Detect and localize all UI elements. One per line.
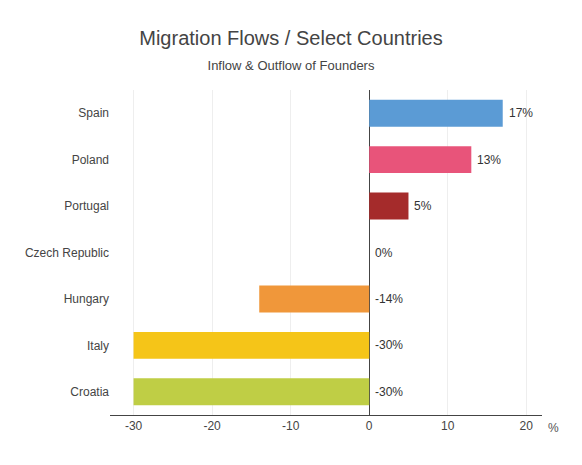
svg-text:Spain: Spain (78, 106, 109, 120)
svg-text:5%: 5% (414, 199, 432, 213)
svg-text:-30%: -30% (375, 338, 403, 352)
svg-text:-30: -30 (125, 419, 143, 433)
svg-text:Migration Flows / Select Count: Migration Flows / Select Countries (139, 27, 442, 49)
svg-text:Hungary: Hungary (64, 292, 109, 306)
svg-text:-10: -10 (282, 419, 300, 433)
svg-text:0: 0 (366, 419, 373, 433)
svg-text:17%: 17% (509, 106, 533, 120)
svg-text:0%: 0% (375, 246, 393, 260)
svg-text:20: 20 (520, 419, 534, 433)
svg-text:10: 10 (441, 419, 455, 433)
svg-text:13%: 13% (477, 153, 501, 167)
svg-text:Poland: Poland (72, 153, 109, 167)
svg-text:%: % (548, 421, 559, 435)
svg-text:Inflow & Outflow of Founders: Inflow & Outflow of Founders (208, 58, 375, 73)
svg-text:-30%: -30% (375, 385, 403, 399)
svg-text:-14%: -14% (375, 292, 403, 306)
svg-text:Portugal: Portugal (64, 199, 109, 213)
svg-text:Czech Republic: Czech Republic (25, 246, 109, 260)
svg-text:Croatia: Croatia (70, 385, 109, 399)
svg-text:-20: -20 (203, 419, 221, 433)
svg-text:Italy: Italy (87, 339, 109, 353)
